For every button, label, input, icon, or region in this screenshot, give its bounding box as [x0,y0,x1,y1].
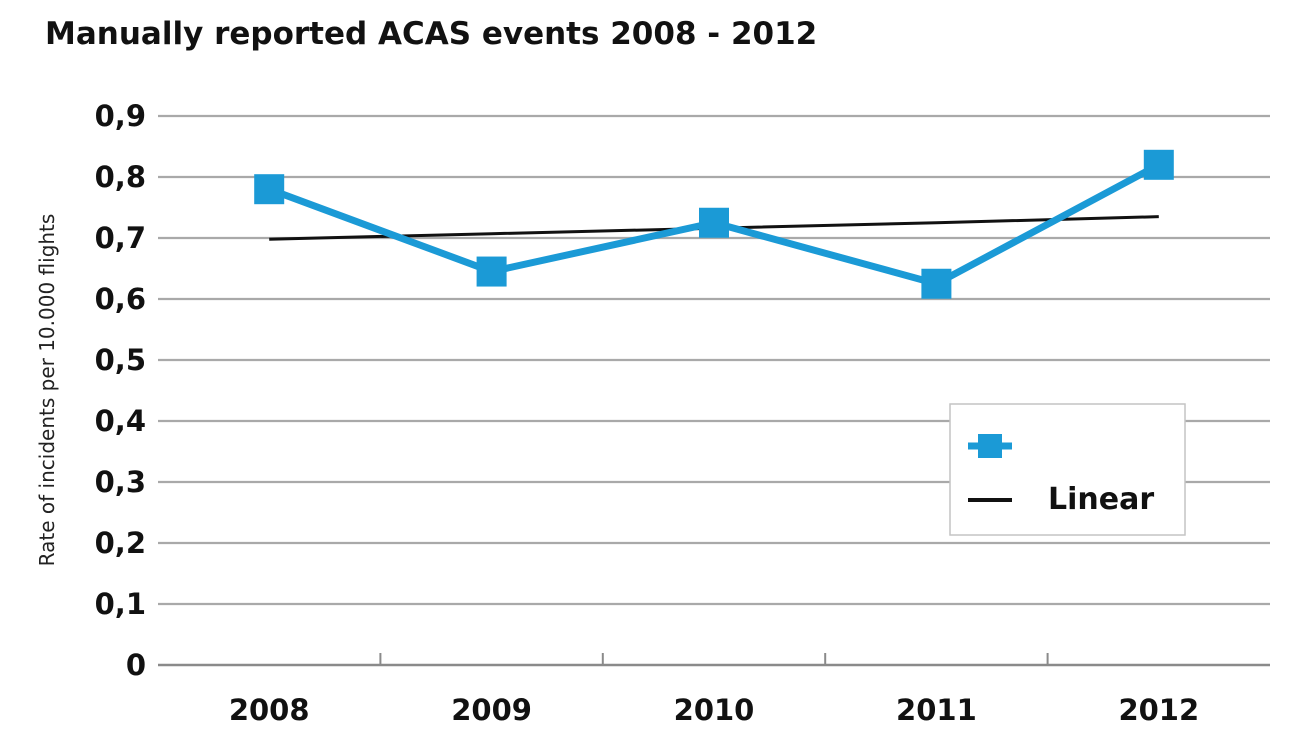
x-tick-label: 2008 [229,693,310,727]
x-tick-label: 2012 [1118,693,1199,727]
legend-swatch-marker [978,434,1002,458]
gridlines [158,114,1270,667]
series-layer [254,149,1174,299]
y-tick-label: 0,9 [95,99,146,133]
y-tick-label: 0,6 [95,282,146,316]
legend-box [949,403,1186,536]
x-tick-label: 2009 [451,693,532,727]
y-tick-label: 0,3 [95,465,146,499]
y-tick-label: 0,8 [95,160,146,194]
y-tick-label: 0,2 [95,526,146,560]
x-axis: 2008 2009 2010 2011 2012 [229,653,1199,727]
y-tick-label: 0,1 [95,587,146,621]
data-point [476,256,507,287]
y-axis-label: Rate of incidents per 10.000 flights [35,214,59,567]
data-point [1143,149,1174,180]
y-tick-label: 0 [126,648,146,682]
y-tick-label: 0,5 [95,343,146,377]
chart-title: Manually reported ACAS events 2008 - 201… [45,16,817,52]
y-tick-labels: 0 0,1 0,2 0,3 0,4 0,5 0,6 0,7 0,8 0,9 [95,99,146,682]
data-point [254,174,285,205]
y-tick-label: 0,7 [95,221,146,255]
legend: Linear [949,403,1186,536]
data-point [699,207,729,238]
y-tick-label: 0,4 [95,404,146,438]
x-tick-label: 2010 [674,693,755,727]
legend-label-linear: Linear [1048,482,1154,517]
x-tick-label: 2011 [896,693,977,727]
data-point [921,268,952,299]
